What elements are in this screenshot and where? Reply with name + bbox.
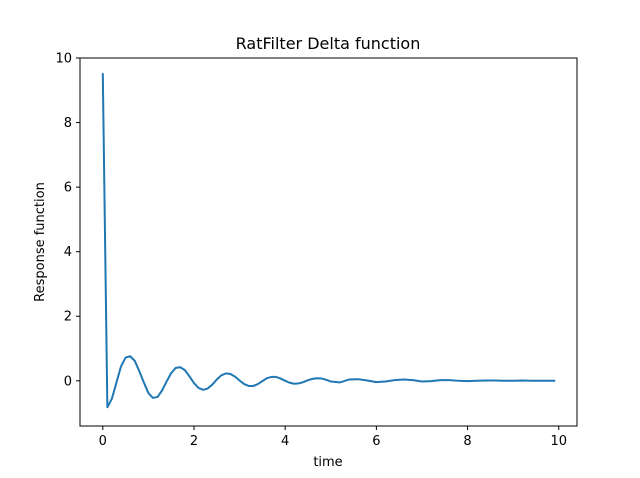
y-tick-label: 4 — [64, 245, 72, 260]
x-tick-label: 8 — [463, 434, 471, 449]
y-axis-label: Response function — [33, 182, 48, 302]
x-axis-label: time — [313, 455, 342, 470]
x-tick-label: 2 — [190, 434, 198, 449]
x-axis: 0 2 4 6 8 10 — [99, 426, 567, 449]
x-tick-label: 10 — [550, 434, 567, 449]
x-tick-label: 6 — [372, 434, 380, 449]
y-axis: 0 2 4 6 8 10 — [55, 52, 80, 389]
plot-frame — [79, 57, 578, 427]
x-tick-label: 0 — [99, 434, 107, 449]
series-layer — [101, 73, 556, 409]
y-tick-label: 0 — [64, 374, 72, 389]
series-line-0 — [101, 73, 556, 409]
y-tick-label: 10 — [55, 52, 72, 67]
y-tick-label: 2 — [64, 310, 72, 325]
plot-area — [79, 57, 578, 427]
y-tick-label: 8 — [64, 116, 72, 131]
y-tick-label: 6 — [64, 181, 72, 196]
chart-title: RatFilter Delta function — [236, 34, 421, 53]
x-tick-label: 4 — [281, 434, 289, 449]
